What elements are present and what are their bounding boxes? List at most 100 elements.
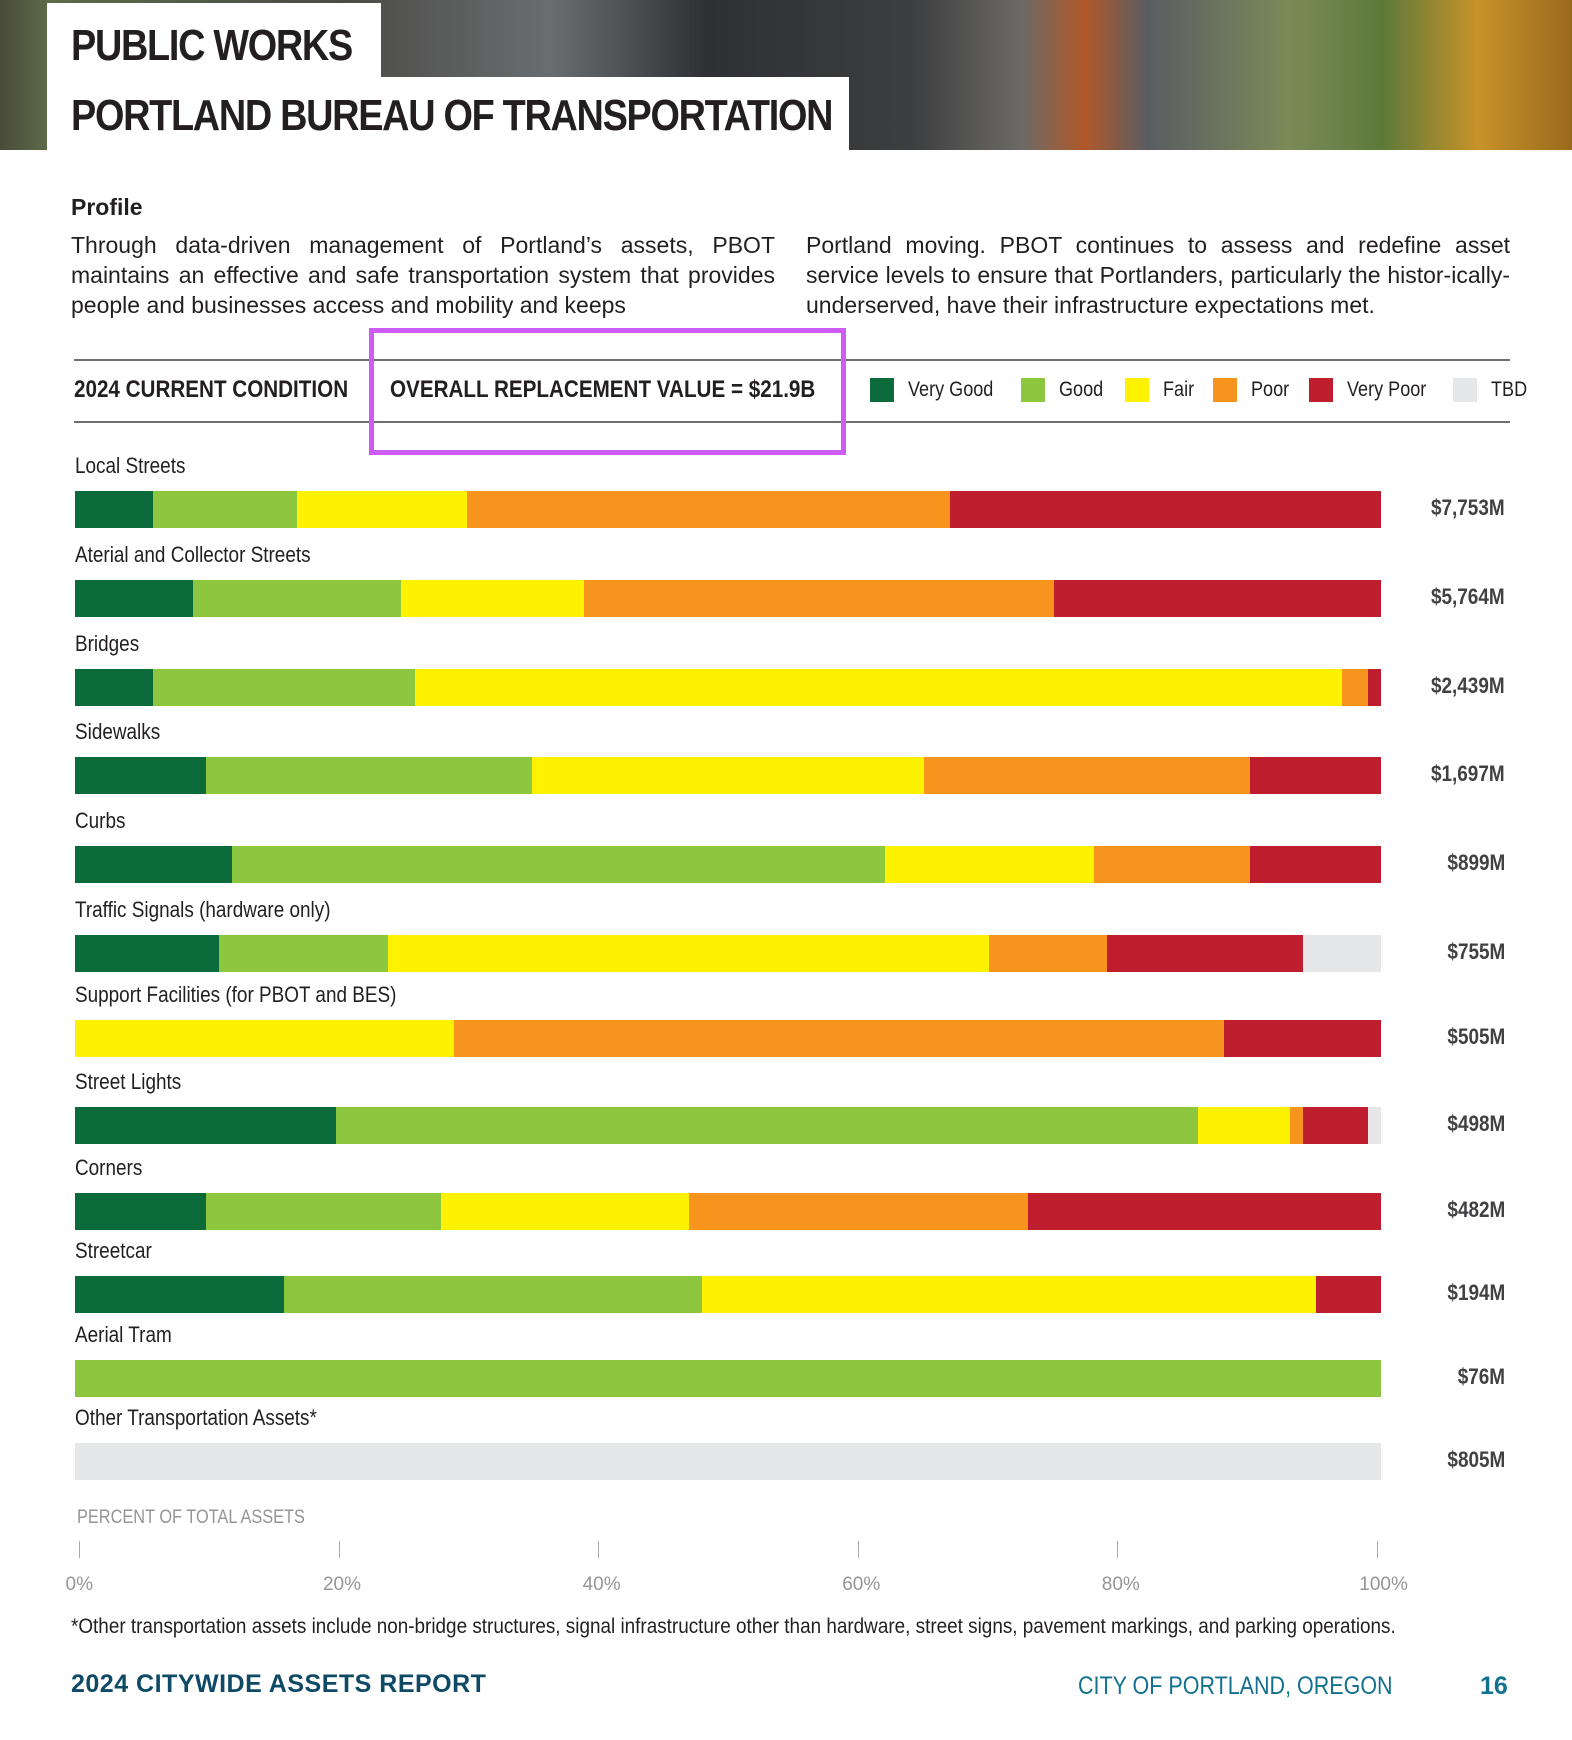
legend-label: Fair — [1162, 378, 1194, 401]
row-value-text: $5,764M — [1431, 584, 1505, 609]
report-name: 2024 CITYWIDE ASSETS REPORT — [71, 1670, 487, 1698]
legend-swatch — [1021, 378, 1046, 402]
row-value-text: $2,439M — [1431, 673, 1505, 698]
bar-segment-poor — [1341, 669, 1368, 706]
footnote-text: *Other transportation assets include non… — [71, 1615, 1396, 1638]
chart-title-text: 2024 CURRENT CONDITION — [74, 376, 349, 403]
highlight-box — [369, 328, 846, 455]
bar-segment-very-poor — [1367, 669, 1381, 706]
row-value-text: $805M — [1447, 1447, 1505, 1472]
row-label-text: Aerial Tram — [75, 1322, 172, 1347]
bar-segment-poor — [1093, 846, 1251, 883]
stacked-bar — [75, 846, 1381, 883]
bar-segment-very-poor — [950, 491, 1381, 528]
row-label: Bridges — [75, 631, 150, 657]
profile-text-col2: Portland moving. PBOT continues to asses… — [806, 232, 1510, 318]
row-value-text: $755M — [1447, 939, 1505, 964]
legend-swatch — [1453, 378, 1478, 402]
city-name-text: CITY OF PORTLAND, OREGON — [1078, 1672, 1393, 1700]
stacked-bar — [75, 580, 1381, 617]
row-label: Aterial and Collector Streets — [75, 542, 349, 568]
legend-item: Very Poor — [1309, 378, 1429, 402]
stacked-bar — [75, 757, 1381, 794]
bar-segment-very-poor — [1224, 1020, 1381, 1057]
row-label: Streetcar — [75, 1238, 164, 1264]
stacked-bar — [75, 491, 1381, 528]
bar-segment-poor — [584, 580, 1055, 617]
stacked-bar — [75, 1276, 1381, 1313]
section-title-text: PUBLIC WORKS — [71, 21, 353, 70]
section-title: PUBLIC WORKS — [47, 3, 381, 77]
city-name: CITY OF PORTLAND, OREGON — [1078, 1672, 1444, 1701]
x-tick — [1377, 1541, 1378, 1558]
row-label-text: Curbs — [75, 808, 126, 833]
legend-label: TBD — [1491, 378, 1528, 401]
bar-segment-poor — [989, 935, 1107, 972]
bureau-title-text: PORTLAND BUREAU OF TRANSPORTATION — [71, 91, 833, 140]
bar-segment-very-poor — [1106, 935, 1303, 972]
row-label: Sidewalks — [75, 719, 174, 745]
row-value-text: $899M — [1447, 850, 1505, 875]
row-value: $5,764M — [1419, 584, 1505, 610]
bar-segment-very-good — [75, 846, 232, 883]
profile-text-col1: Through data-driven management of Portla… — [71, 232, 775, 318]
row-value-text: $194M — [1447, 1280, 1505, 1305]
row-label-text: Local Streets — [75, 453, 186, 478]
bar-segment-good — [283, 1276, 702, 1313]
bar-segment-very-poor — [1054, 580, 1381, 617]
bar-segment-tbd — [1367, 1107, 1381, 1144]
bar-segment-very-good — [75, 491, 154, 528]
legend-swatch — [870, 378, 894, 402]
legend-item: Very Good — [870, 378, 997, 402]
stacked-bar — [75, 669, 1381, 706]
bar-segment-good — [205, 1193, 441, 1230]
bar-segment-very-poor — [1250, 846, 1381, 883]
bar-segment-fair — [388, 935, 990, 972]
row-label: Street Lights — [75, 1069, 199, 1095]
row-label-text: Streetcar — [75, 1238, 152, 1263]
row-label: Curbs — [75, 808, 134, 834]
bar-segment-tbd — [75, 1443, 1381, 1480]
row-label-text: Bridges — [75, 631, 140, 656]
legend-swatch — [1309, 378, 1334, 402]
row-value: $194M — [1438, 1280, 1505, 1306]
bar-segment-fair — [297, 491, 467, 528]
bar-segment-good — [336, 1107, 1199, 1144]
chart-subtitle-text: OVERALL REPLACEMENT VALUE = $21.9B — [390, 376, 816, 403]
bar-segment-very-poor — [1250, 757, 1381, 794]
bar-segment-good — [192, 580, 402, 617]
row-label: Aerial Tram — [75, 1322, 187, 1348]
bar-segment-very-poor — [1302, 1107, 1368, 1144]
bar-segment-poor — [688, 1193, 1029, 1230]
x-tick — [79, 1541, 80, 1558]
row-value: $76M — [1450, 1364, 1505, 1390]
legend: Very Good Good Fair Poor Very Poor TBD — [870, 378, 1527, 402]
bar-segment-very-good — [75, 580, 193, 617]
bar-segment-good — [218, 935, 389, 972]
legend-label: Poor — [1250, 378, 1289, 401]
row-label: Support Facilities (for PBOT and BES) — [75, 982, 449, 1008]
legend-label: Good — [1059, 378, 1104, 401]
row-label-text: Corners — [75, 1155, 143, 1180]
row-value: $482M — [1438, 1197, 1505, 1223]
bar-segment-poor — [923, 757, 1251, 794]
bar-segment-very-good — [75, 1107, 337, 1144]
legend-item: Fair — [1124, 378, 1194, 402]
row-label-text: Aterial and Collector Streets — [75, 542, 311, 567]
legend-item: TBD — [1453, 378, 1527, 402]
x-tick-label: 60% — [842, 1574, 881, 1595]
stacked-bar — [75, 1107, 1381, 1144]
x-axis-title-text: PERCENT OF TOTAL ASSETS — [77, 1507, 305, 1528]
row-value: $505M — [1438, 1024, 1505, 1050]
row-value-text: $76M — [1457, 1364, 1505, 1389]
row-label: Traffic Signals (hardware only) — [75, 897, 372, 923]
row-label-text: Street Lights — [75, 1069, 182, 1094]
x-tick — [338, 1541, 340, 1558]
divider — [74, 421, 1510, 423]
row-value-text: $7,753M — [1431, 495, 1505, 520]
bar-segment-poor — [1289, 1107, 1303, 1144]
bar-segment-good — [75, 1360, 1381, 1397]
legend-label: Very Poor — [1347, 378, 1427, 401]
bar-segment-fair — [414, 669, 1342, 706]
bar-segment-fair — [75, 1020, 454, 1057]
